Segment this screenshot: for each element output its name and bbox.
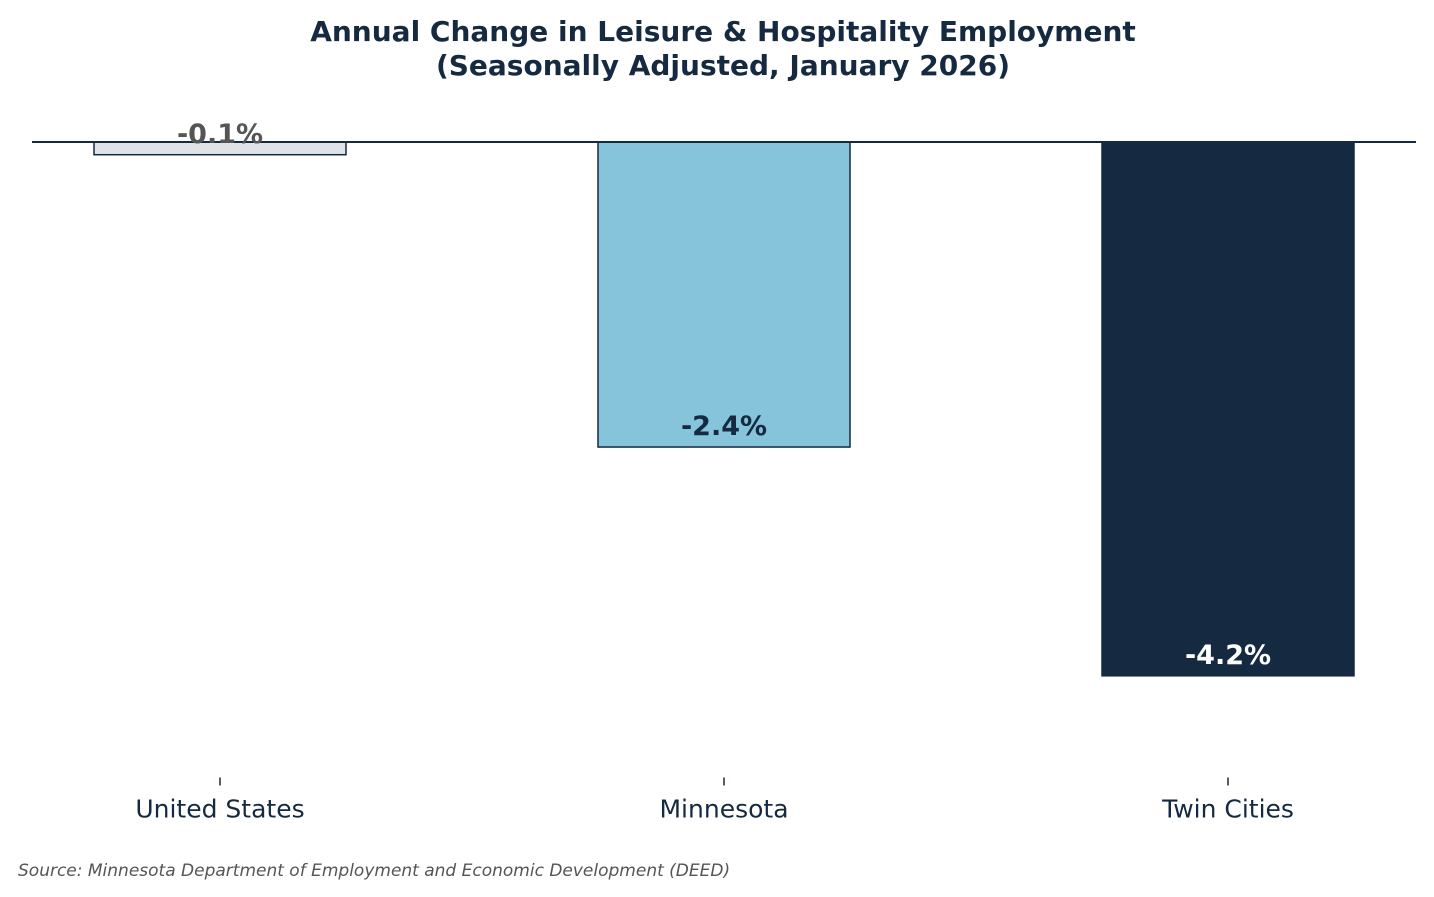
bar-minnesota bbox=[597, 141, 851, 448]
source-note: Source: Minnesota Department of Employme… bbox=[18, 861, 730, 881]
data-label: -4.2% bbox=[1185, 640, 1271, 671]
chart-title-line-2: (Seasonally Adjusted, January 2026) bbox=[436, 49, 1010, 82]
x-tick-label: Twin Cities bbox=[1161, 795, 1294, 824]
bar-twin-cities bbox=[1101, 141, 1355, 677]
x-tick-label: Minnesota bbox=[659, 795, 788, 824]
data-label: -0.1% bbox=[177, 119, 263, 150]
x-tick-label: United States bbox=[135, 795, 304, 824]
data-label: -2.4% bbox=[681, 411, 767, 442]
chart-title-line-1: Annual Change in Leisure & Hospitality E… bbox=[310, 15, 1136, 48]
